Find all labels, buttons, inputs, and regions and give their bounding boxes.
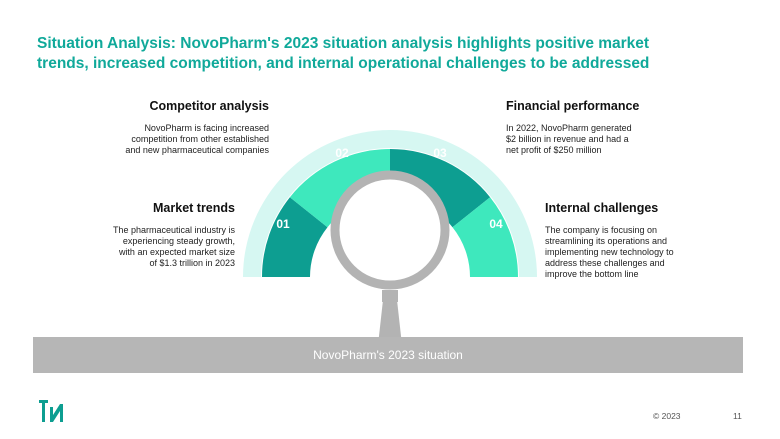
segment-02 [289, 149, 390, 228]
magnifier-icon [330, 170, 450, 345]
text-line: streamlining its operations and [545, 236, 668, 246]
internal-text: The company is focusing on streamlining … [545, 225, 745, 280]
segment-04 [452, 197, 518, 277]
text-line: with an expected market size [118, 247, 235, 257]
segment-04-number: 04 [489, 217, 503, 231]
text-line: $2 billion in revenue and had a [506, 134, 629, 144]
text-line: NovoPharm is facing increased [144, 123, 269, 133]
page-number: 11 [733, 411, 742, 421]
internal-heading: Internal challenges [545, 201, 659, 215]
text-line: improve the bottom line [545, 269, 639, 279]
text-line: address these challenges and [545, 258, 665, 268]
segment-01-number: 01 [276, 217, 290, 231]
market-text: The pharmaceutical industry is experienc… [83, 225, 235, 269]
segment-03-number: 03 [433, 146, 447, 160]
text-line: and new pharmaceutical companies [125, 145, 269, 155]
situation-bar: NovoPharm's 2023 situation [33, 337, 743, 373]
company-logo-icon [39, 400, 63, 422]
text-line: of $1.3 trillion in 2023 [149, 258, 235, 268]
financial-text: In 2022, NovoPharm generated $2 billion … [506, 123, 706, 156]
financial-performance-block: Financial performance In 2022, NovoPharm… [506, 99, 706, 156]
competitor-text: NovoPharm is facing increased competitio… [95, 123, 269, 156]
situation-bar-label: NovoPharm's 2023 situation [313, 348, 463, 362]
text-line: experiencing steady growth, [122, 236, 235, 246]
competitor-heading: Competitor analysis [149, 99, 269, 113]
copyright: © 2023 [653, 411, 681, 421]
competitor-analysis-block: Competitor analysis NovoPharm is facing … [95, 99, 269, 156]
title-line-2: trends, increased competition, and inter… [37, 55, 650, 72]
segment-01 [262, 197, 328, 277]
market-heading: Market trends [153, 201, 235, 215]
text-line: In 2022, NovoPharm generated [506, 123, 632, 133]
text-line: implementing new technology to [545, 247, 674, 257]
page-title: Situation Analysis: NovoPharm's 2023 sit… [37, 34, 757, 74]
outer-arc-band [243, 130, 537, 277]
market-trends-block: Market trends The pharmaceutical industr… [83, 201, 235, 269]
internal-challenges-block: Internal challenges The company is focus… [545, 201, 745, 280]
financial-heading: Financial performance [506, 99, 640, 113]
title-line-1: Situation Analysis: NovoPharm's 2023 sit… [37, 35, 650, 52]
segment-03 [390, 149, 491, 228]
segment-02-number: 02 [335, 146, 349, 160]
text-line: The company is focusing on [545, 225, 658, 235]
text-line: competition from other established [131, 134, 269, 144]
text-line: net profit of $250 million [506, 145, 602, 155]
text-line: The pharmaceutical industry is [112, 225, 235, 235]
